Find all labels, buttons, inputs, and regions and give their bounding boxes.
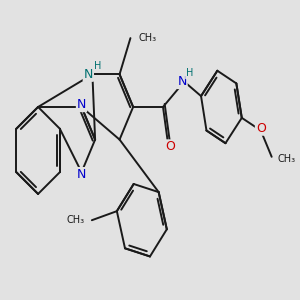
- Text: O: O: [256, 122, 266, 135]
- Text: N: N: [84, 68, 93, 81]
- Text: H: H: [186, 68, 193, 78]
- Text: H: H: [94, 61, 101, 71]
- Text: N: N: [177, 75, 187, 88]
- Text: N: N: [77, 98, 86, 111]
- Text: CH₃: CH₃: [139, 33, 157, 43]
- Text: CH₃: CH₃: [277, 154, 295, 164]
- Text: CH₃: CH₃: [67, 215, 85, 225]
- Text: O: O: [165, 140, 175, 153]
- Text: N: N: [77, 168, 86, 181]
